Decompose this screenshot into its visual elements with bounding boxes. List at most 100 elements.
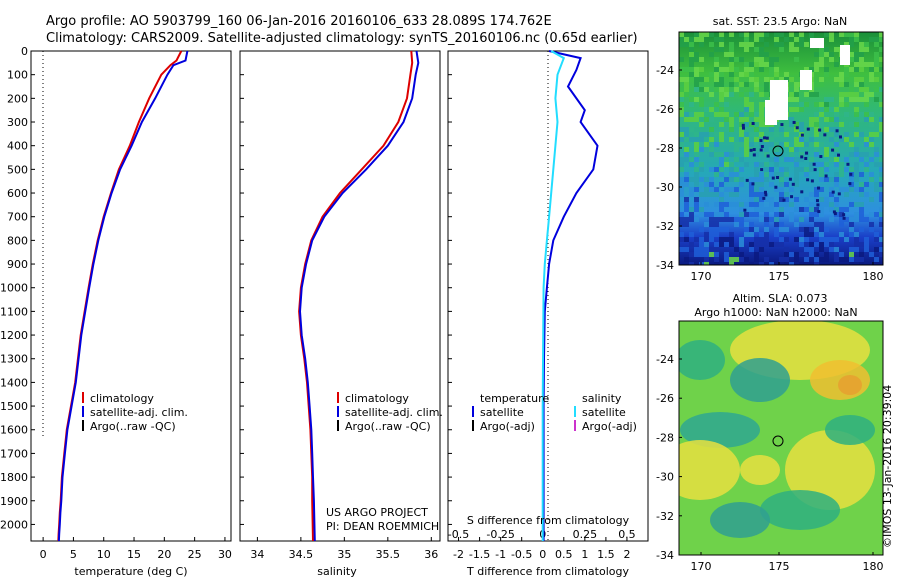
sst-pixel bbox=[844, 112, 849, 117]
sst-pixel bbox=[694, 72, 699, 77]
sst-pixel bbox=[779, 237, 784, 242]
sst-pixel bbox=[744, 82, 749, 87]
sst-pixel bbox=[849, 87, 854, 92]
s-tick-label: -0.5 bbox=[448, 528, 469, 541]
depth-tick-label: 600 bbox=[7, 187, 28, 200]
sst-pixel bbox=[699, 237, 704, 242]
sst-dark-pixel bbox=[771, 176, 775, 180]
sst-pixel bbox=[809, 242, 814, 247]
sst-pixel bbox=[859, 152, 864, 157]
sst-pixel bbox=[759, 87, 764, 92]
map-y-tick-label: -26 bbox=[656, 103, 674, 116]
series-line-climatology bbox=[57, 50, 183, 542]
sst-pixel bbox=[679, 32, 684, 37]
sst-dark-pixel bbox=[764, 193, 768, 197]
sst-pixel bbox=[724, 227, 729, 232]
sst-pixel bbox=[859, 252, 864, 257]
temperature-xlabel: temperature (deg C) bbox=[74, 565, 187, 578]
sst-pixel bbox=[824, 197, 829, 202]
sst-pixel bbox=[794, 57, 799, 62]
sst-pixel bbox=[814, 52, 819, 57]
sst-pixel bbox=[704, 177, 709, 182]
map-x-tick-label: 170 bbox=[691, 270, 712, 283]
sst-pixel bbox=[854, 172, 859, 177]
sst-dark-pixel bbox=[766, 154, 770, 158]
sst-pixel bbox=[789, 152, 794, 157]
sst-pixel bbox=[764, 237, 769, 242]
sst-pixel bbox=[719, 137, 724, 142]
x-tick-label: 35.5 bbox=[376, 548, 401, 561]
sst-pixel bbox=[874, 97, 879, 102]
sst-pixel bbox=[869, 122, 874, 127]
sst-pixel bbox=[724, 217, 729, 222]
sst-pixel bbox=[779, 177, 784, 182]
sst-dark-pixel bbox=[762, 196, 766, 200]
sst-pixel bbox=[859, 112, 864, 117]
sst-pixel bbox=[684, 157, 689, 162]
sst-pixel bbox=[849, 92, 854, 97]
sst-pixel bbox=[719, 212, 724, 217]
sst-pixel bbox=[729, 32, 734, 37]
sst-pixel bbox=[784, 252, 789, 257]
sst-pixel bbox=[714, 227, 719, 232]
sst-pixel bbox=[834, 152, 839, 157]
sst-pixel bbox=[844, 72, 849, 77]
sst-pixel bbox=[764, 167, 769, 172]
sst-dark-pixel bbox=[741, 126, 745, 130]
sst-pixel bbox=[874, 87, 879, 92]
sst-pixel bbox=[744, 87, 749, 92]
sst-pixel bbox=[759, 32, 764, 37]
sst-pixel bbox=[709, 152, 714, 157]
sst-pixel bbox=[794, 167, 799, 172]
sst-pixel bbox=[679, 77, 684, 82]
credit-pi: PI: DEAN ROEMMICH bbox=[326, 520, 439, 533]
sst-pixel bbox=[839, 32, 844, 37]
sst-pixel bbox=[689, 62, 694, 67]
sst-dark-pixel bbox=[837, 192, 841, 196]
sst-pixel bbox=[744, 37, 749, 42]
sst-pixel bbox=[729, 42, 734, 47]
map-y-tick-label: -34 bbox=[656, 259, 674, 272]
sst-pixel bbox=[824, 52, 829, 57]
sst-pixel bbox=[754, 77, 759, 82]
sst-pixel bbox=[879, 182, 883, 187]
sst-pixel bbox=[859, 207, 864, 212]
sst-pixel bbox=[784, 182, 789, 187]
sst-pixel bbox=[694, 187, 699, 192]
sst-pixel bbox=[729, 202, 734, 207]
sst-pixel bbox=[734, 192, 739, 197]
sst-pixel bbox=[774, 242, 779, 247]
sst-pixel bbox=[734, 112, 739, 117]
sst-dark-pixel bbox=[743, 208, 747, 212]
sst-pixel bbox=[789, 92, 794, 97]
sst-pixel bbox=[704, 32, 709, 37]
sst-pixel bbox=[819, 232, 824, 237]
sst-pixel bbox=[724, 177, 729, 182]
sst-pixel bbox=[709, 247, 714, 252]
sst-pixel bbox=[874, 247, 879, 252]
sst-pixel bbox=[849, 167, 854, 172]
sst-pixel bbox=[754, 207, 759, 212]
sst-pixel bbox=[764, 172, 769, 177]
sst-pixel bbox=[679, 37, 684, 42]
sst-pixel bbox=[754, 192, 759, 197]
sst-pixel bbox=[879, 177, 883, 182]
sst-pixel bbox=[744, 67, 749, 72]
sst-pixel bbox=[874, 152, 879, 157]
sst-pixel bbox=[849, 202, 854, 207]
sst-map-axes: 170 175 180 -24 -26 -28 -30 -32 -34 bbox=[656, 64, 883, 283]
sst-pixel bbox=[714, 77, 719, 82]
sst-pixel bbox=[729, 82, 734, 87]
sst-pixel bbox=[869, 197, 874, 202]
sst-pixel bbox=[774, 187, 779, 192]
sst-pixel bbox=[864, 242, 869, 247]
sst-pixel bbox=[864, 217, 869, 222]
sst-pixel bbox=[774, 262, 779, 265]
sst-pixel bbox=[779, 207, 784, 212]
sst-pixel bbox=[874, 67, 879, 72]
sst-pixel bbox=[744, 227, 749, 232]
sst-pixel bbox=[814, 132, 819, 137]
sst-pixel bbox=[869, 132, 874, 137]
sst-pixel bbox=[714, 187, 719, 192]
sst-pixel bbox=[694, 197, 699, 202]
